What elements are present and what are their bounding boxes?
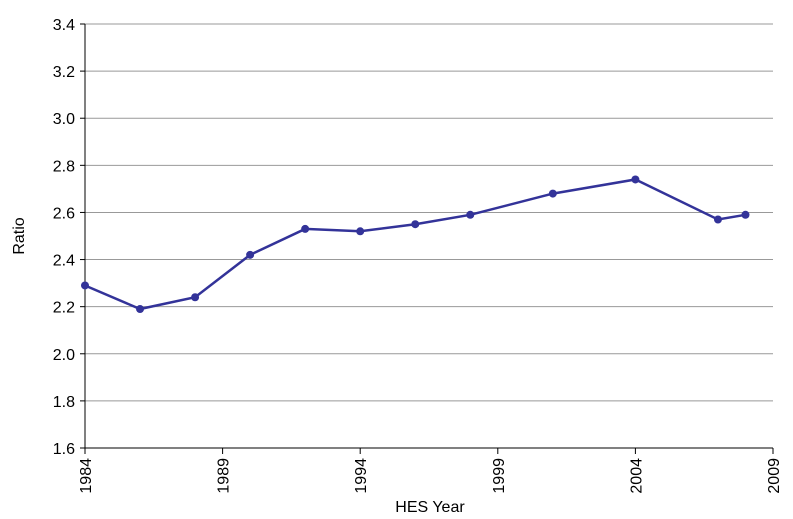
y-tick-label: 2.2 <box>53 300 75 317</box>
y-tick-label: 1.8 <box>53 394 75 411</box>
data-point <box>301 224 310 233</box>
data-point <box>713 215 722 224</box>
y-tick-label: 3.0 <box>53 111 75 128</box>
x-tick-label: 1994 <box>353 458 370 494</box>
x-tick-label: 2009 <box>766 458 783 494</box>
y-tick-label: 2.4 <box>53 253 75 270</box>
data-point <box>741 210 750 219</box>
y-tick-label: 2.8 <box>53 158 75 175</box>
data-point <box>411 220 420 229</box>
data-point <box>246 250 255 259</box>
x-tick-label: 1989 <box>216 458 233 494</box>
y-tick-label: 2.0 <box>53 347 75 364</box>
data-point <box>548 189 557 198</box>
data-point <box>466 210 475 219</box>
data-point <box>191 293 200 302</box>
y-tick-label: 3.2 <box>53 64 75 81</box>
data-point <box>136 305 145 314</box>
x-tick-label: 1984 <box>78 458 95 494</box>
x-tick-label: 2004 <box>628 458 645 494</box>
y-tick-label: 1.6 <box>53 441 75 458</box>
x-tick-label: 1999 <box>491 458 508 494</box>
data-point <box>356 227 365 236</box>
series-line <box>84 178 746 311</box>
y-tick-label: 2.6 <box>53 205 75 222</box>
data-point <box>81 281 89 290</box>
y-axis-title: Ratio <box>11 217 28 254</box>
y-tick-label: 3.4 <box>53 17 75 34</box>
data-point <box>631 175 640 184</box>
x-axis-title: HES Year <box>395 499 465 516</box>
